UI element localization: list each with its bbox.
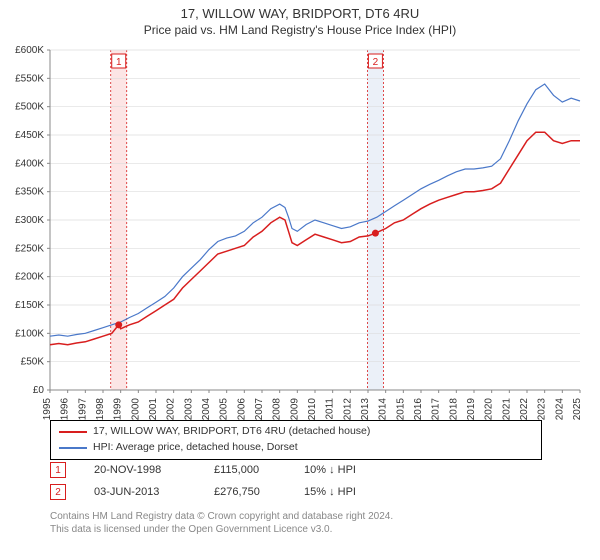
sale-marker-icon: 2: [50, 484, 66, 500]
title-main: 17, WILLOW WAY, BRIDPORT, DT6 4RU: [0, 6, 600, 21]
y-tick-label: £0: [33, 385, 45, 396]
y-tick-label: £150K: [15, 300, 44, 311]
y-tick-label: £550K: [15, 73, 44, 84]
footer-line1: Contains HM Land Registry data © Crown c…: [50, 510, 393, 523]
x-tick-label: 1999: [113, 398, 124, 421]
x-tick-label: 2008: [272, 398, 283, 421]
title-block: 17, WILLOW WAY, BRIDPORT, DT6 4RU Price …: [0, 0, 600, 37]
x-tick-label: 2016: [413, 398, 424, 421]
legend-row: 17, WILLOW WAY, BRIDPORT, DT6 4RU (detac…: [59, 424, 533, 440]
x-tick-label: 2014: [378, 398, 389, 421]
y-tick-label: £250K: [15, 243, 44, 254]
sale-hpi-delta: 10% ↓ HPI: [304, 464, 404, 476]
legend-swatch: [59, 447, 87, 449]
legend-row: HPI: Average price, detached house, Dors…: [59, 440, 533, 456]
x-tick-label: 1996: [60, 398, 71, 421]
chart-svg: £0£50K£100K£150K£200K£250K£300K£350K£400…: [50, 50, 580, 430]
legend-box: 17, WILLOW WAY, BRIDPORT, DT6 4RU (detac…: [50, 420, 542, 460]
x-tick-label: 2024: [554, 398, 565, 421]
x-tick-label: 2002: [166, 398, 177, 421]
sale-point: [372, 230, 379, 237]
series-hpi: [50, 84, 580, 336]
sale-date: 03-JUN-2013: [94, 486, 214, 498]
x-tick-label: 2007: [254, 398, 265, 421]
x-tick-label: 2025: [572, 398, 583, 421]
x-tick-label: 2011: [325, 398, 336, 420]
x-tick-label: 2010: [307, 398, 318, 421]
x-tick-label: 2009: [289, 398, 300, 421]
x-tick-label: 2006: [236, 398, 247, 421]
y-tick-label: £450K: [15, 130, 44, 141]
x-tick-label: 2018: [448, 398, 459, 421]
x-tick-label: 2020: [484, 398, 495, 421]
sale-marker-number: 2: [373, 57, 379, 68]
x-tick-label: 1995: [42, 398, 53, 421]
x-tick-label: 2023: [537, 398, 548, 421]
x-tick-label: 2019: [466, 398, 477, 421]
y-tick-label: £600K: [15, 45, 44, 56]
legend-swatch: [59, 431, 87, 433]
x-tick-label: 2003: [183, 398, 194, 421]
x-tick-label: 2004: [201, 398, 212, 421]
y-tick-label: £200K: [15, 272, 44, 283]
sale-row: 1 20-NOV-1998£115,00010% ↓ HPI: [50, 462, 540, 478]
sale-hpi-delta: 15% ↓ HPI: [304, 486, 404, 498]
x-tick-label: 2017: [431, 398, 442, 421]
chart-area: £0£50K£100K£150K£200K£250K£300K£350K£400…: [50, 50, 580, 390]
sale-marker-icon: 1: [50, 462, 66, 478]
x-tick-label: 1998: [95, 398, 106, 421]
legend-label: 17, WILLOW WAY, BRIDPORT, DT6 4RU (detac…: [93, 424, 370, 440]
title-sub: Price paid vs. HM Land Registry's House …: [0, 23, 600, 37]
y-tick-label: £350K: [15, 187, 44, 198]
x-tick-label: 2021: [501, 398, 512, 421]
sale-price: £276,750: [214, 486, 304, 498]
sale-row: 2 03-JUN-2013£276,75015% ↓ HPI: [50, 484, 540, 500]
x-tick-label: 2022: [519, 398, 530, 421]
x-tick-label: 2005: [219, 398, 230, 421]
x-tick-label: 2015: [395, 398, 406, 421]
sale-date: 20-NOV-1998: [94, 464, 214, 476]
sale-table: 1 20-NOV-1998£115,00010% ↓ HPI 2 03-JUN-201…: [50, 462, 540, 506]
footer-attribution: Contains HM Land Registry data © Crown c…: [50, 510, 393, 536]
y-tick-label: £100K: [15, 328, 44, 339]
series-price_paid: [50, 132, 580, 345]
x-tick-label: 2013: [360, 398, 371, 421]
y-tick-label: £500K: [15, 102, 44, 113]
sale-point: [115, 321, 122, 328]
x-tick-label: 2001: [148, 398, 159, 421]
y-tick-label: £300K: [15, 215, 44, 226]
sale-price: £115,000: [214, 464, 304, 476]
x-tick-label: 2012: [342, 398, 353, 421]
sale-marker-number: 1: [116, 57, 122, 68]
x-tick-label: 2000: [130, 398, 141, 421]
y-tick-label: £50K: [21, 357, 45, 368]
footer-line2: This data is licensed under the Open Gov…: [50, 523, 393, 536]
x-tick-label: 1997: [77, 398, 88, 421]
y-tick-label: £400K: [15, 158, 44, 169]
legend-label: HPI: Average price, detached house, Dors…: [93, 440, 298, 456]
